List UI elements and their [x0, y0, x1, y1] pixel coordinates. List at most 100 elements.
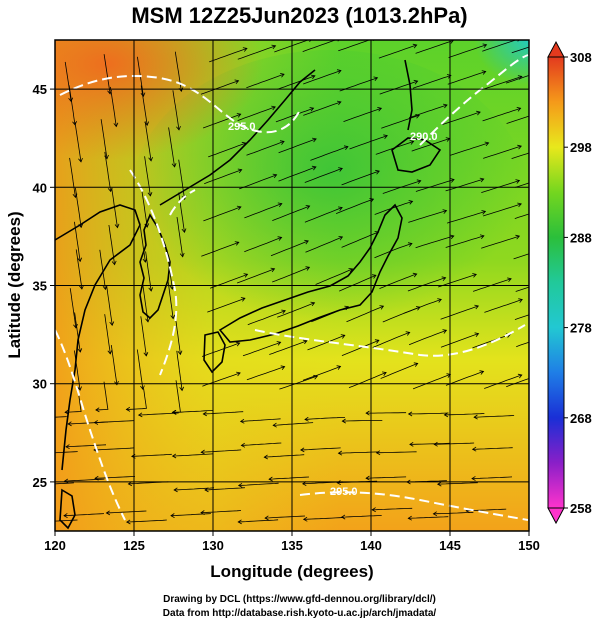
streamline-arrowhead	[407, 515, 412, 521]
x-tick-label: 125	[123, 538, 145, 553]
streamline	[110, 345, 118, 385]
streamline	[55, 416, 67, 418]
streamline-arrowhead	[77, 386, 82, 391]
streamline	[408, 412, 449, 415]
streamline-arrowhead	[170, 513, 175, 518]
streamline	[55, 519, 78, 522]
streamline	[277, 302, 315, 318]
streamline	[484, 374, 522, 389]
streamline	[138, 412, 179, 416]
streamline-arrowhead	[304, 416, 309, 422]
streamline	[341, 515, 382, 518]
streamline-arrowhead	[481, 210, 487, 215]
streamline-arrowhead	[272, 173, 278, 179]
streamline	[445, 178, 484, 192]
streamline	[445, 235, 485, 248]
streamline	[446, 211, 486, 224]
streamline	[305, 236, 343, 253]
streamline	[270, 240, 309, 257]
streamline	[408, 210, 447, 223]
streamline-arrowhead	[114, 223, 120, 229]
streamline	[483, 145, 522, 159]
streamline	[343, 107, 382, 122]
streamline	[94, 476, 136, 479]
streamline	[95, 381, 109, 411]
streamline-arrowhead	[338, 236, 344, 241]
colorbar-tick-label: 268	[570, 411, 592, 426]
colorbar-body	[547, 56, 565, 509]
streamline-arrowhead	[407, 242, 413, 247]
streamline-arrowhead	[177, 350, 183, 356]
streamline	[178, 159, 185, 200]
y-tick-label: 40	[33, 180, 47, 195]
streamline	[516, 341, 529, 348]
x-tick-label: 135	[281, 538, 303, 553]
streamline	[438, 274, 477, 288]
streamline	[303, 70, 342, 85]
y-axis-label: Latitude (degrees)	[5, 211, 24, 358]
streamline-arrowhead	[433, 441, 438, 447]
streamline-arrowhead	[93, 420, 99, 425]
streamline	[74, 312, 81, 353]
streamline	[275, 107, 314, 123]
streamline	[55, 482, 74, 485]
streamline-arrowhead	[145, 318, 150, 323]
streamline-arrowhead	[471, 476, 476, 481]
streamline	[415, 235, 454, 249]
streamline	[515, 182, 529, 188]
streamline	[265, 515, 306, 519]
streamline	[103, 54, 111, 94]
streamline-arrowhead	[181, 228, 187, 233]
streamline	[172, 453, 213, 457]
streamline	[273, 422, 314, 426]
streamline	[140, 85, 148, 126]
streamline	[448, 44, 487, 58]
streamline-arrowhead	[474, 332, 480, 337]
credit-data: Data from http://database.rish.kyoto-u.a…	[162, 608, 437, 619]
hokkaido-coastline	[391, 137, 442, 173]
streamline	[315, 268, 353, 285]
streamline-arrowhead	[446, 74, 452, 79]
streamline-arrowhead	[450, 178, 455, 183]
streamline-arrowhead	[416, 179, 422, 184]
streamline	[201, 342, 240, 357]
streamline-arrowhead	[239, 418, 245, 424]
streamline-arrowhead	[147, 192, 153, 197]
streamline	[515, 286, 529, 292]
streamline	[307, 334, 345, 351]
streamline	[246, 141, 285, 156]
streamline	[335, 198, 374, 214]
streamline	[277, 75, 316, 90]
streamline-arrowhead	[179, 252, 185, 258]
streamline-arrowhead	[507, 277, 512, 283]
streamline-arrowhead	[67, 421, 72, 427]
streamline-arrowhead	[78, 157, 83, 163]
streamline	[200, 80, 239, 95]
streamline	[104, 151, 112, 192]
x-tick-label: 150	[518, 538, 540, 553]
streamline-arrowhead	[235, 341, 241, 347]
streamline	[238, 519, 279, 523]
streamline-arrowhead	[179, 386, 185, 392]
streamline-arrowhead	[236, 371, 241, 377]
streamline	[408, 329, 447, 346]
chart-title: MSM 12Z25Jun2023 (1013.2hPa)	[131, 3, 468, 28]
streamline	[381, 114, 420, 129]
streamline-arrowhead	[311, 165, 317, 171]
streamline	[471, 476, 513, 479]
streamline-arrowhead	[338, 206, 343, 211]
colorbar-tick-label: 298	[570, 140, 592, 155]
streamline	[144, 156, 151, 196]
streamline	[444, 413, 485, 416]
streamline	[374, 243, 413, 259]
streamline	[380, 363, 418, 379]
streamline-arrowhead	[516, 107, 522, 112]
streamline-arrowhead	[170, 314, 176, 320]
streamline-arrowhead	[474, 304, 480, 310]
streamline	[100, 119, 108, 159]
grid	[55, 40, 529, 531]
streamline	[203, 206, 242, 222]
streamline	[339, 274, 377, 292]
streamline	[341, 170, 380, 186]
streamline-arrowhead	[240, 442, 246, 448]
